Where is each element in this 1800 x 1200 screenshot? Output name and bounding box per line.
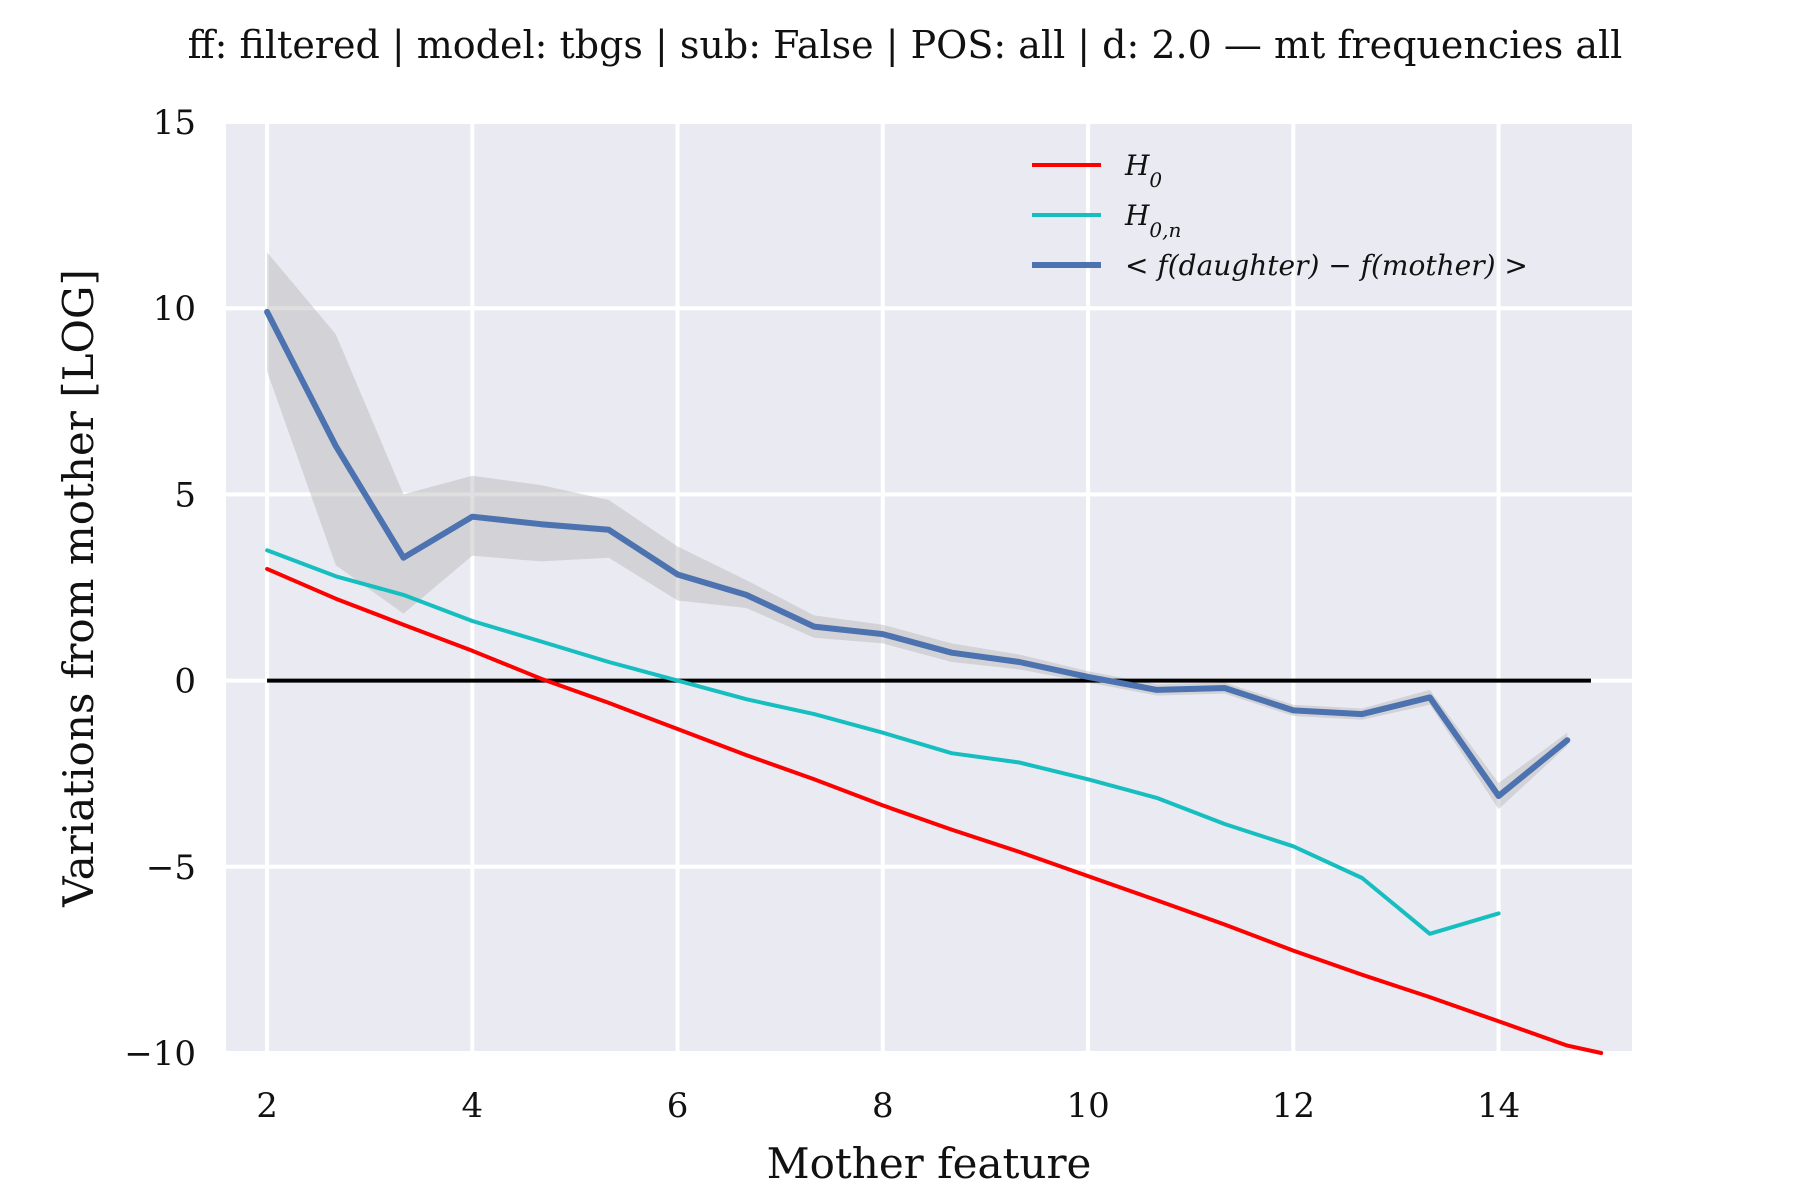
x-axis-label: Mother feature xyxy=(767,1139,1092,1188)
x-tick-label: 10 xyxy=(1066,1086,1109,1126)
confidence-band xyxy=(267,252,1568,810)
confidence-bands xyxy=(267,252,1568,810)
y-tick-label: −10 xyxy=(124,1034,196,1074)
y-tick-label: 10 xyxy=(153,289,196,329)
y-tick-label: 0 xyxy=(174,662,196,702)
y-tick-label: 5 xyxy=(174,475,196,515)
x-tick-label: 6 xyxy=(667,1086,689,1126)
y-tick-label: 15 xyxy=(153,103,196,143)
y-tick-labels: −10 −5 0 5 10 15 xyxy=(124,103,196,1074)
legend-label-1: H0,n xyxy=(1124,199,1181,242)
series-lines xyxy=(264,308,1604,1055)
legend: H0 H0,n < f(daughter) − f(mother) > xyxy=(1032,149,1528,282)
series-line-0 xyxy=(265,566,1604,1055)
x-tick-label: 8 xyxy=(872,1086,894,1126)
series-line-2 xyxy=(264,308,1571,799)
chart-title: ff: filtered | model: tbgs | sub: False … xyxy=(188,23,1623,67)
y-tick-label: −5 xyxy=(146,848,196,888)
x-tick-label: 12 xyxy=(1272,1086,1315,1126)
legend-label-0: H0 xyxy=(1124,149,1162,192)
x-tick-labels: 2 4 6 8 10 12 14 xyxy=(256,1086,1520,1126)
x-tick-label: 2 xyxy=(256,1086,278,1126)
x-tick-label: 4 xyxy=(461,1086,483,1126)
series-line-1 xyxy=(265,548,1501,936)
plot-area xyxy=(226,122,1632,1053)
y-axis-label: Variations from mother [LOG] xyxy=(54,269,103,908)
legend-label-2: < f(daughter) − f(mother) > xyxy=(1125,249,1528,282)
x-tick-label: 14 xyxy=(1477,1086,1520,1126)
